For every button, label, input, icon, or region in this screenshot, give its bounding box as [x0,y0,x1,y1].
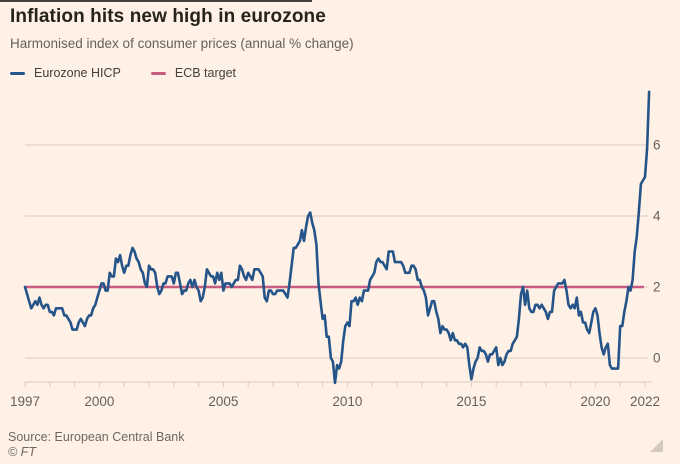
y-axis-label: 0 [653,351,661,366]
expand-grabber-icon[interactable] [650,439,663,452]
x-axis-label: 2015 [456,394,486,409]
legend-item-ecb-target[interactable]: ECB target [150,66,236,80]
y-axis-label: 4 [653,209,661,224]
source-note: Source: European Central Bank [8,430,185,444]
legend: Eurozone HICP ECB target [10,66,236,80]
chart-subtitle: Harmonised index of consumer prices (ann… [10,36,354,51]
top-edge-line [0,0,312,2]
hicp-line-swatch-icon [10,71,25,75]
ft-credit: © FT [8,445,36,459]
x-axis-label: 2005 [208,394,238,409]
legend-label: ECB target [174,66,236,80]
legend-label: Eurozone HICP [34,66,121,80]
legend-item-eurozone-hicp[interactable]: Eurozone HICP [10,66,121,80]
target-line-swatch-icon [150,71,166,75]
y-axis-label: 6 [653,138,661,153]
x-axis-label: 2022 [630,394,660,409]
x-axis-label: 2020 [580,394,610,409]
eurozone-hicp-line [23,90,651,385]
chart-title: Inflation hits new high in eurozone [10,6,326,27]
x-axis-label: 1997 [10,394,40,409]
y-axis-label: 2 [653,280,661,295]
x-axis-label: 2010 [332,394,362,409]
x-axis-label: 2000 [84,394,114,409]
